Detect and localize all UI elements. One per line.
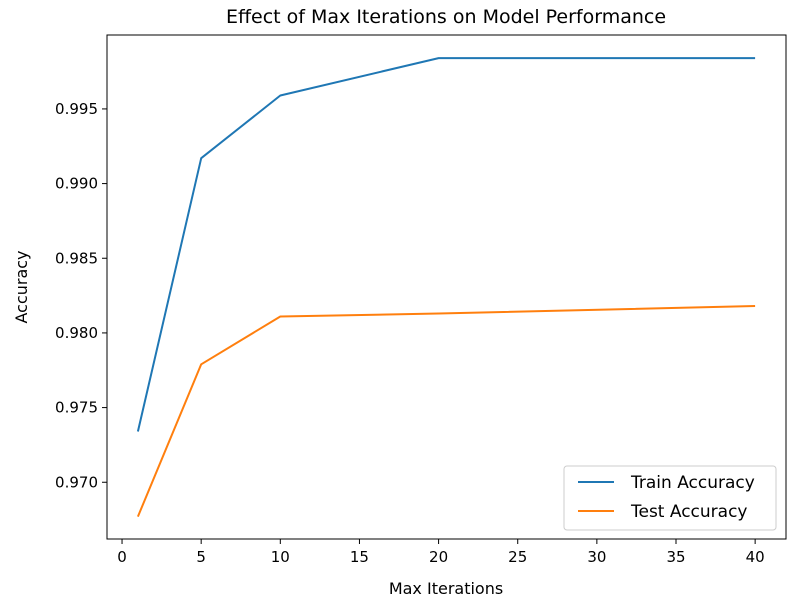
series-line-test-accuracy: [136, 305, 756, 517]
y-tick-label: 0.990: [55, 175, 98, 193]
y-axis-label: Accuracy: [12, 250, 31, 323]
legend-label-train: Train Accuracy: [630, 473, 755, 493]
plot-area: [136, 57, 756, 517]
x-tick-label: 25: [508, 548, 527, 566]
axes: 0 5 10 15 20 25 30 35 40 0.970 0.975 0.980 0.985 0.99…: [55, 100, 765, 566]
legend: Train Accuracy Test Accuracy: [563, 465, 777, 531]
x-tick-label: 15: [350, 548, 369, 566]
series-line-train-accuracy: [136, 57, 756, 432]
y-tick-label: 0.985: [55, 249, 98, 267]
legend-label-test: Test Accuracy: [630, 502, 748, 522]
chart-title: Effect of Max Iterations on Model Perfor…: [226, 6, 666, 28]
x-tick-label: 0: [117, 548, 127, 566]
y-tick-label: 0.995: [55, 100, 98, 118]
y-tick-label: 0.975: [55, 399, 98, 417]
x-axis-label: Max Iterations: [389, 579, 503, 598]
x-tick-label: 30: [587, 548, 606, 566]
legend-box: [563, 465, 777, 531]
x-tick-label: 20: [429, 548, 448, 566]
plot-frame: [106, 34, 787, 540]
x-tick-label: 10: [271, 548, 290, 566]
x-tick-label: 40: [746, 548, 765, 566]
x-tick-label: 5: [196, 548, 206, 566]
y-tick-label: 0.970: [55, 473, 98, 491]
x-tick-label: 35: [666, 548, 685, 566]
y-tick-label: 0.980: [55, 324, 98, 342]
